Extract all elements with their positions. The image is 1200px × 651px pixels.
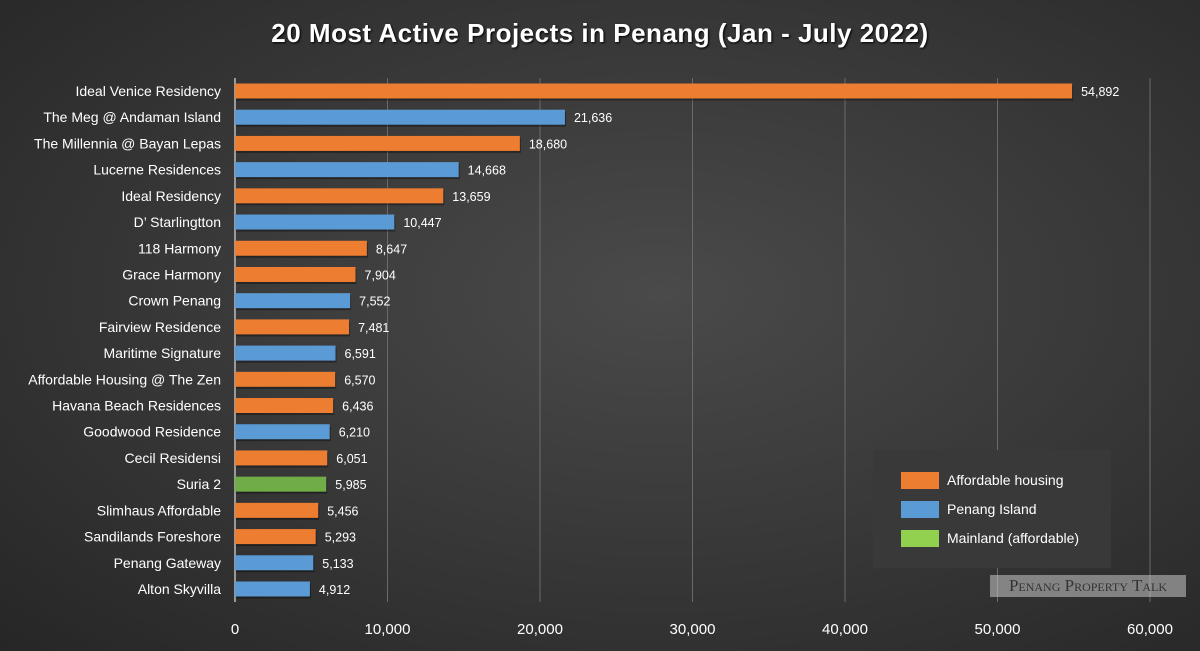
category-label: Goodwood Residence [83, 424, 221, 440]
category-label: D’ Starlingtton [134, 214, 221, 230]
x-tick-label: 10,000 [365, 621, 411, 638]
bar [235, 476, 327, 492]
bar [235, 266, 356, 282]
data-label: 6,591 [345, 347, 376, 361]
legend-label: Mainland (affordable) [947, 530, 1080, 546]
data-label: 6,570 [344, 373, 375, 387]
x-tick-label: 30,000 [670, 621, 716, 638]
legend-label: Affordable housing [947, 472, 1064, 488]
data-label: 7,481 [358, 321, 389, 335]
data-label: 5,985 [335, 478, 366, 492]
legend-item-penang-island: Penang Island [901, 499, 1037, 519]
data-label: 13,659 [452, 190, 490, 204]
data-label: 8,647 [376, 242, 407, 256]
category-label: Fairview Residence [99, 319, 221, 335]
watermark: Penang Property Talk [990, 575, 1186, 597]
legend-swatch [901, 500, 939, 518]
data-label: 4,912 [319, 583, 350, 597]
x-tick-label: 50,000 [975, 621, 1021, 638]
x-tick-label: 0 [231, 621, 239, 638]
category-label: Sandilands Foreshore [84, 529, 221, 545]
bar [235, 581, 310, 597]
category-label: Crown Penang [128, 293, 221, 309]
bar [235, 502, 319, 518]
legend: Affordable housing Penang Island Mainlan… [873, 450, 1111, 568]
bar [235, 188, 444, 204]
category-label: Alton Skyvilla [138, 581, 221, 597]
category-label: Lucerne Residences [93, 162, 221, 178]
bar [235, 424, 330, 440]
category-label: Suria 2 [177, 476, 222, 492]
category-label: Havana Beach Residences [52, 398, 221, 414]
bar [235, 319, 350, 335]
data-label: 5,293 [325, 531, 356, 545]
x-tick-label: 40,000 [822, 621, 868, 638]
bar [235, 135, 520, 151]
category-label: 118 Harmony [138, 240, 221, 256]
data-label: 6,210 [339, 426, 370, 440]
data-label: 7,904 [365, 268, 396, 282]
legend-label: Penang Island [947, 501, 1037, 517]
category-label: Cecil Residensi [125, 450, 221, 466]
category-label: Affordable Housing @ The Zen [28, 371, 221, 387]
bar [235, 214, 395, 230]
bar [235, 83, 1073, 99]
bar [235, 109, 565, 125]
category-label: The Meg @ Andaman Island [43, 109, 221, 125]
category-label: Grace Harmony [122, 266, 221, 282]
bar [235, 398, 334, 414]
data-label: 5,456 [327, 504, 358, 518]
bar [235, 371, 336, 387]
legend-item-mainland: Mainland (affordable) [901, 528, 1079, 548]
x-tick-label: 60,000 [1127, 621, 1173, 638]
data-label: 6,051 [336, 452, 367, 466]
legend-swatch [901, 529, 939, 547]
bar [235, 240, 367, 256]
bar [235, 555, 314, 571]
legend-item-affordable-housing: Affordable housing [901, 470, 1064, 490]
data-label: 5,133 [322, 557, 353, 571]
bar [235, 345, 336, 361]
data-label: 10,447 [403, 216, 441, 230]
data-label: 18,680 [529, 137, 567, 151]
bar [235, 450, 328, 466]
bar [235, 162, 459, 178]
data-label: 21,636 [574, 111, 612, 125]
category-label: Ideal Residency [121, 188, 221, 204]
data-label: 54,892 [1081, 85, 1119, 99]
category-label: Ideal Venice Residency [75, 83, 221, 99]
data-label: 14,668 [468, 164, 506, 178]
category-label: Penang Gateway [114, 555, 221, 571]
data-label: 7,552 [359, 295, 390, 309]
chart-title: 20 Most Active Projects in Penang (Jan -… [271, 18, 929, 48]
category-label: Maritime Signature [104, 345, 222, 361]
category-label: The Millennia @ Bayan Lepas [34, 135, 221, 151]
bar [235, 293, 351, 309]
bar [235, 529, 316, 545]
data-label: 6,436 [342, 400, 373, 414]
category-label: Slimhaus Affordable [97, 502, 221, 518]
x-tick-label: 20,000 [517, 621, 563, 638]
legend-swatch [901, 471, 939, 489]
